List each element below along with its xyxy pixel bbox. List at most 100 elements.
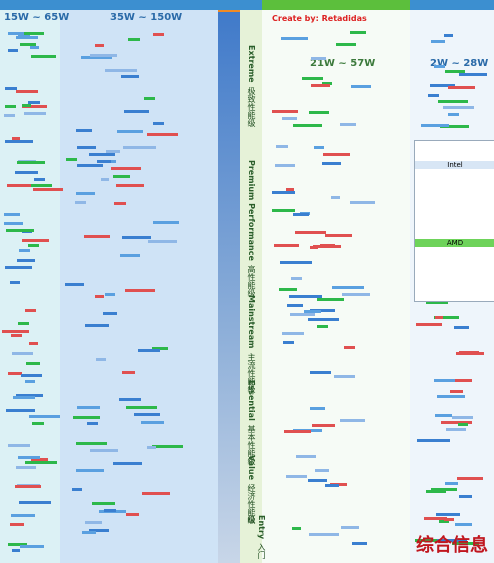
cpu-entry: [290, 312, 316, 316]
cpu-entry: [151, 346, 168, 350]
cpu-entry: [85, 324, 109, 328]
cpu-entry: [6, 408, 36, 412]
cpu-entry: [115, 183, 144, 187]
cpu-entry: [428, 94, 440, 98]
cpu-entry: [435, 512, 461, 516]
legend-box: Intel AMD: [414, 140, 494, 302]
cpu-entry: [278, 288, 298, 292]
column-header: 15W ~ 65W: [4, 12, 70, 23]
cpu-entry: [120, 254, 140, 258]
cpu-entry: [7, 542, 27, 546]
cpu-entry: [283, 341, 294, 345]
tier-zh: 入门级: [247, 515, 266, 560]
tier-zh: 极致性能级: [247, 86, 256, 127]
tier-zh: 高性能级: [247, 264, 256, 297]
cpu-entry: [311, 57, 327, 61]
cpu-entry: [28, 101, 41, 105]
cpu-entry: [11, 513, 35, 517]
cpu-entry: [26, 514, 36, 518]
cpu-entry: [76, 442, 107, 446]
cpu-entry: [416, 439, 450, 443]
cpu-entry: [114, 201, 127, 205]
column-header: 21W ~ 57W: [310, 58, 376, 69]
cpu-entry: [21, 104, 47, 108]
cpu-entry: [11, 334, 23, 338]
cpu-entry: [17, 259, 35, 263]
cpu-entry: [340, 418, 366, 422]
cpu-entry: [316, 298, 344, 302]
cpu-entry: [440, 125, 470, 129]
cpu-entry: [8, 371, 22, 375]
cpu-entry: [104, 69, 137, 73]
cpu-entry: [281, 36, 308, 40]
cpu-entry: [29, 342, 39, 346]
cpu-entry: [123, 146, 157, 150]
cpu-entry: [89, 529, 109, 533]
cpu-entry: [292, 527, 301, 531]
cpu-entry: [274, 163, 296, 167]
cpu-entry: [424, 517, 447, 521]
cpu-entry: [436, 539, 468, 543]
legend-amd: AMD: [415, 239, 494, 247]
cpu-entry: [324, 233, 352, 237]
column-header: 35W ~ 150W: [110, 12, 183, 23]
cpu-entry: [446, 427, 467, 431]
cpu-entry: [274, 244, 300, 248]
cpu-entry: [34, 178, 45, 182]
cpu-entry: [339, 122, 357, 126]
cpu-entry: [280, 260, 313, 264]
cpu-entry: [309, 308, 335, 312]
cpu-entry: [272, 208, 295, 212]
cpu-entry: [444, 482, 459, 486]
cpu-entry: [77, 406, 100, 410]
cpu-entry: [310, 84, 331, 88]
cpu-entry: [443, 518, 455, 522]
cpu-entry: [141, 420, 164, 424]
tier-en: Essential: [247, 380, 256, 421]
cpu-entry: [111, 166, 142, 170]
cpu-entry: [7, 443, 30, 447]
cpu-entry: [330, 196, 340, 200]
cpu-entry: [282, 332, 304, 336]
cpu-entry: [113, 461, 143, 465]
column-header: 2W ~ 28W: [430, 58, 489, 69]
cpu-entry: [122, 236, 152, 240]
cpu-entry: [336, 42, 357, 46]
score-scale: [218, 0, 240, 563]
cpu-entry: [349, 201, 376, 205]
cpu-entry: [444, 34, 453, 37]
cpu-entry: [16, 465, 36, 469]
cpu-entry: [85, 521, 103, 525]
cpu-entry: [3, 212, 21, 216]
cpu-entry: [96, 357, 107, 361]
cpu-entry: [458, 351, 479, 355]
cpu-entry: [296, 454, 316, 458]
cpu-entry: [437, 99, 468, 103]
cpu-entry: [435, 414, 452, 418]
cpu-entry: [11, 352, 34, 356]
cpu-entry: [15, 89, 39, 93]
cpu-entry: [24, 112, 47, 116]
cpu-entry: [100, 177, 109, 181]
desktop-column: [0, 0, 60, 563]
cpu-entry: [456, 477, 484, 481]
cpu-entry: [151, 445, 184, 449]
cpu-entry: [103, 508, 116, 512]
cpu-entry: [312, 245, 341, 249]
cpu-entry: [415, 538, 439, 542]
cpu-entry: [25, 362, 41, 366]
cpu-entry: [295, 230, 326, 234]
cpu-entry: [430, 39, 446, 43]
cpu-entry: [28, 244, 39, 248]
cpu-entry: [126, 405, 158, 409]
cpu-entry: [75, 191, 95, 195]
cpu-entry: [77, 146, 97, 150]
cpu-entry: [146, 446, 157, 450]
tier-en: Extreme: [247, 45, 256, 83]
cpu-entry: [340, 526, 359, 530]
cpu-entry: [122, 370, 136, 374]
cpu-entry: [11, 549, 21, 553]
cpu-entry: [90, 54, 118, 58]
cpu-entry: [303, 309, 322, 313]
credit: Create by: Retadidas: [272, 14, 367, 23]
